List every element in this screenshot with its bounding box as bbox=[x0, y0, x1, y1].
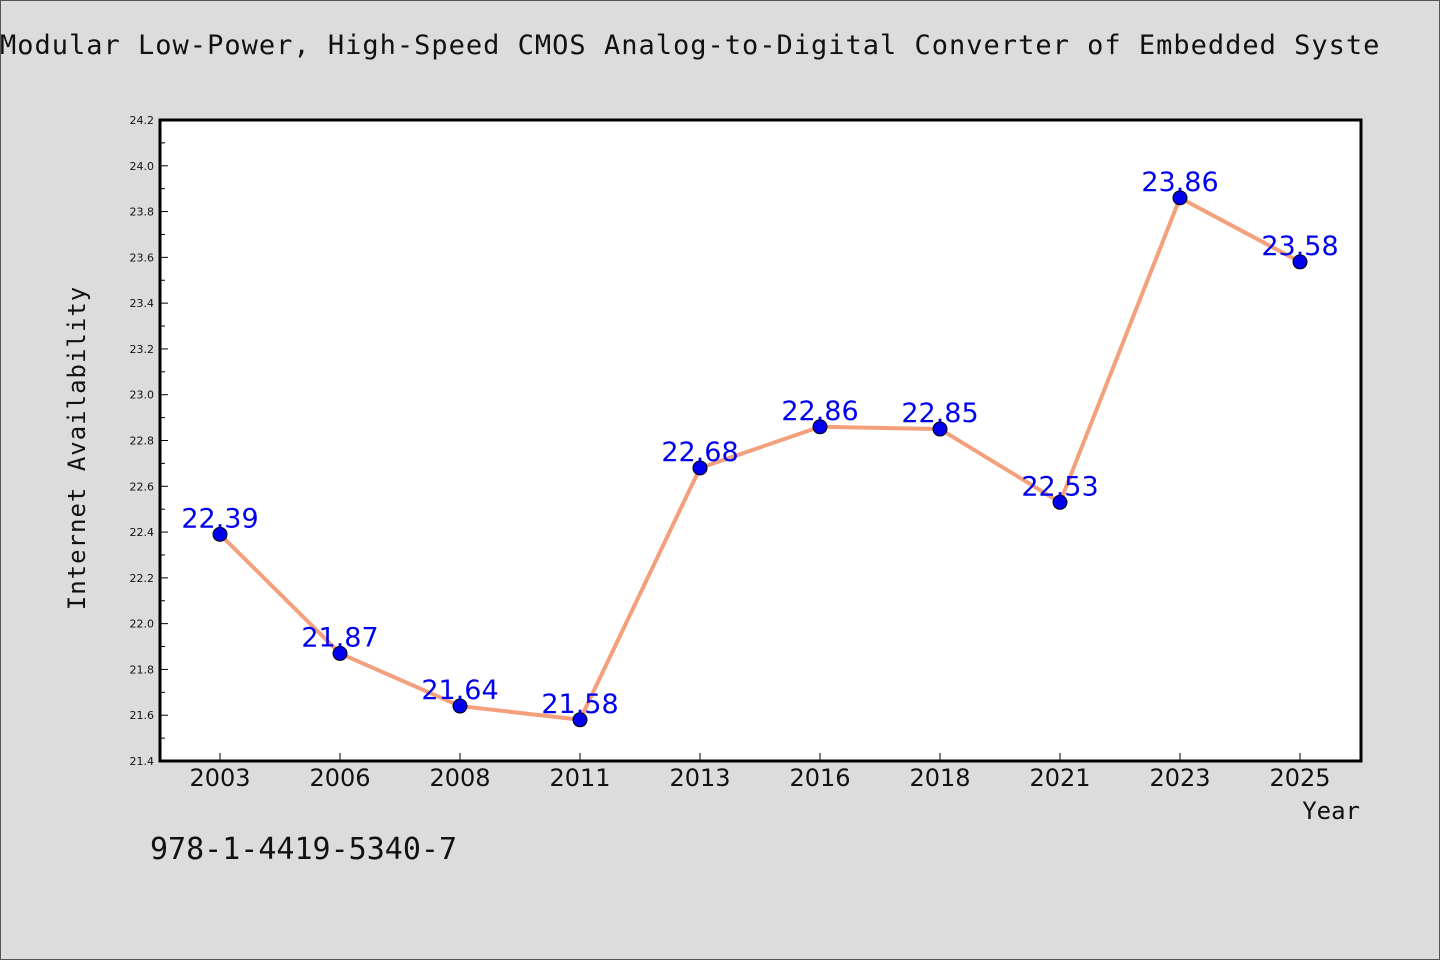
y-tick-label: 23.0 bbox=[130, 389, 155, 402]
y-axis-ticks: 21.4 21.6 21.8 22.0 22.2 22.4 22.6 22.8 23.0 23.2… bbox=[130, 114, 168, 768]
data-point bbox=[332, 645, 348, 661]
data-label: 22.39 bbox=[181, 503, 258, 534]
isbn-text: 978-1-4419-5340-7 bbox=[150, 832, 458, 867]
y-tick-label: 23.6 bbox=[130, 251, 155, 264]
data-label: 23.86 bbox=[1141, 167, 1218, 198]
x-axis-label: Year bbox=[1302, 797, 1360, 825]
x-tick-label: 2013 bbox=[669, 764, 730, 792]
y-tick-label: 24.2 bbox=[130, 114, 155, 127]
x-tick-label: 2006 bbox=[309, 764, 370, 792]
data-label: 22.68 bbox=[661, 437, 738, 468]
data-labels: 22.39 21.87 21.64 21.58 22.68 22.86 22.85 22.53… bbox=[181, 167, 1338, 720]
y-tick-label: 21.6 bbox=[130, 709, 155, 722]
data-label: 21.64 bbox=[421, 675, 498, 706]
series-line bbox=[218, 195, 1302, 722]
x-tick-label: 2021 bbox=[1029, 764, 1090, 792]
x-tick-label: 2011 bbox=[549, 764, 610, 792]
y-tick-label: 21.8 bbox=[130, 663, 155, 676]
y-tick-label: 22.2 bbox=[130, 572, 155, 585]
x-axis-ticks: 2003 2006 2008 2011 2013 2016 2018 2021 2023 2025 bbox=[189, 753, 1331, 792]
data-label: 21.87 bbox=[301, 622, 378, 653]
y-tick-label: 22.4 bbox=[130, 526, 155, 539]
chart-title: Modular Low-Power, High-Speed CMOS Analo… bbox=[0, 30, 1381, 61]
y-tick-label: 22.8 bbox=[130, 435, 155, 448]
y-tick-label: 22.6 bbox=[130, 480, 155, 493]
data-point bbox=[1052, 494, 1068, 510]
data-label: 22.86 bbox=[781, 396, 858, 427]
x-tick-label: 2003 bbox=[189, 764, 250, 792]
data-label: 22.85 bbox=[901, 398, 978, 429]
y-tick-label: 23.2 bbox=[130, 343, 155, 356]
data-label: 21.58 bbox=[541, 689, 618, 720]
data-markers bbox=[212, 190, 1308, 728]
plot-area bbox=[158, 118, 1363, 763]
y-tick-label: 22.0 bbox=[130, 618, 155, 631]
data-point bbox=[932, 421, 948, 437]
x-tick-label: 2025 bbox=[1269, 764, 1330, 792]
data-label: 22.53 bbox=[1021, 471, 1098, 502]
y-tick-label: 23.4 bbox=[130, 297, 155, 310]
y-axis-label: Internet Availability bbox=[63, 286, 91, 610]
x-tick-label: 2008 bbox=[429, 764, 490, 792]
data-point bbox=[572, 712, 588, 728]
x-tick-label: 2016 bbox=[789, 764, 850, 792]
y-tick-label: 21.4 bbox=[130, 755, 155, 768]
data-point bbox=[1172, 190, 1188, 206]
data-point bbox=[692, 460, 708, 476]
x-tick-label: 2018 bbox=[909, 764, 970, 792]
data-label: 23.58 bbox=[1261, 231, 1338, 262]
data-point bbox=[212, 526, 228, 542]
x-tick-label: 2023 bbox=[1149, 764, 1210, 792]
data-point bbox=[1292, 254, 1308, 270]
data-point bbox=[812, 419, 828, 435]
y-tick-label: 23.8 bbox=[130, 206, 155, 219]
data-point bbox=[452, 698, 468, 714]
y-tick-label: 24.0 bbox=[130, 160, 155, 173]
